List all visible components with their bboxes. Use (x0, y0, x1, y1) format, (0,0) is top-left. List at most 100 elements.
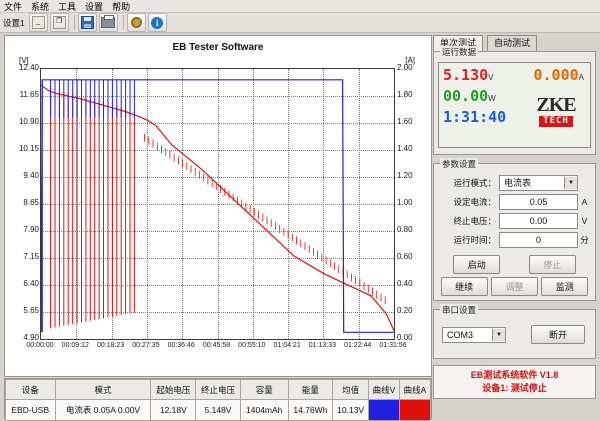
power-unit: W (488, 94, 496, 103)
row-cutoff-voltage: 终止电压： 0.00 V (438, 212, 591, 229)
status-box: EB测试系统软件 V1.8 设备1: 测试停止 (433, 365, 596, 399)
y-tick-left-9: 5.65 (23, 306, 39, 315)
toolbar: 设置1 _ ❐ i (0, 13, 600, 33)
col-end-voltage: 终止电压 (195, 379, 241, 400)
select-run-mode[interactable]: 电流表 ▼ (499, 174, 578, 191)
start-button[interactable]: 启动 (453, 255, 501, 274)
y-tick-left-3: 10.15 (18, 144, 39, 153)
row-run-mode: 运行模式： 电流表 ▼ (438, 174, 591, 191)
lcd-display: 5.130V 0.000A 00.00W 1:31:40 ZKE TECH (438, 62, 591, 148)
table-header-row: 设备 模式 起始电压 终止电压 容量 能量 均值 曲线V 曲线A (5, 379, 431, 400)
continue-button[interactable]: 继续 (440, 277, 488, 296)
toolbar-device-label: 设置1 (3, 17, 25, 28)
cell-mode: 电流表 0.05A 0.00V (54, 399, 152, 421)
tab-auto-test[interactable]: 自动测试 (487, 35, 538, 51)
button-row-2: 继续 调整 监测 (439, 277, 590, 296)
col-energy: 能量 (287, 379, 334, 400)
y-tick-left-1: 11.65 (19, 90, 39, 99)
input-set-current[interactable]: 0.05 (499, 193, 578, 210)
parameter-settings-group: 参数设置 运行模式： 电流表 ▼ 设定电流： 0.05 A 终止电压： 0.00… (433, 158, 596, 301)
gridline-h-9 (41, 312, 394, 313)
row-serial-port: COM3 ▼ 断开 (438, 325, 591, 344)
y-tick-right-10: 0.00 (397, 333, 413, 342)
col-device: 设备 (5, 379, 56, 400)
stop-button[interactable]: 停止 (528, 255, 576, 274)
menu-item-help[interactable]: 帮助 (112, 1, 131, 12)
gridline-h-2 (41, 123, 394, 124)
row-set-current: 设定电流： 0.05 A (438, 193, 591, 210)
y-tick-right-5: 1.00 (397, 198, 413, 207)
y-tick-right-1: 1.80 (397, 90, 413, 99)
monitor-button[interactable]: 监测 (541, 277, 589, 296)
current-value: 0.000 (533, 66, 579, 84)
y-tick-left-10: 4.90 (23, 333, 39, 342)
col-curve-v: 曲线V (368, 379, 400, 400)
swatch-curve-v[interactable] (368, 399, 400, 421)
x-tick-6: 00:55:10 (238, 342, 266, 349)
row-run-time: 运行时间： 0 分 (438, 231, 591, 248)
running-data-group: 运行数据 5.130V 0.000A 00.00W 1:31:40 ZKE TE… (433, 46, 596, 155)
swatch-curve-a[interactable] (399, 399, 431, 421)
settings-button[interactable] (126, 13, 146, 32)
parameter-settings-title: 参数设置 (440, 158, 479, 170)
info-button[interactable]: i (147, 13, 167, 32)
minimize-icon: _ (31, 16, 45, 29)
menu-item-file[interactable]: 文件 (4, 1, 23, 12)
x-tick-1: 00:09:12 (61, 342, 89, 349)
cell-capacity: 1404mAh (239, 399, 289, 421)
y-tick-right-4: 1.20 (397, 171, 413, 180)
stats-table: 设备 模式 起始电压 终止电压 容量 能量 均值 曲线V 曲线A EBD-USB… (4, 378, 432, 421)
x-tick-8: 01:13:33 (308, 342, 337, 349)
select-com-port[interactable]: COM3 ▼ (442, 326, 506, 343)
label-run-time: 运行时间： (453, 234, 496, 245)
chart-series-svg (41, 79, 394, 333)
toolbar-separator-2 (122, 15, 124, 30)
label-run-mode: 运行模式： (453, 177, 496, 188)
col-average: 均值 (332, 379, 369, 400)
y-tick-right-8: 0.40 (397, 279, 413, 288)
x-tick-4: 00:36:46 (167, 342, 195, 349)
chart-title: EB Tester Software (172, 42, 264, 53)
label-cutoff-voltage: 终止电压： (453, 215, 496, 226)
y-tick-right-0: 2.00 (397, 63, 413, 72)
gridline-h-6 (41, 231, 394, 232)
y-tick-right-7: 0.60 (397, 252, 413, 261)
y-tick-left-8: 6.40 (23, 279, 39, 288)
x-tick-5: 00:45:58 (202, 342, 231, 349)
chart-plot-area[interactable] (40, 68, 395, 340)
chevron-down-icon: ▼ (564, 176, 577, 189)
x-tick-10: 01:31:56 (379, 342, 407, 349)
save-button[interactable] (77, 13, 97, 32)
brand-logo: ZKE TECH (528, 89, 584, 133)
serial-settings-title: 串口设置 (440, 304, 479, 316)
gridline-h-7 (41, 258, 394, 259)
print-button[interactable] (98, 13, 118, 32)
y-tick-left-2: 10.90 (18, 117, 39, 126)
voltage-unit: V (488, 73, 494, 82)
current-unit: A (578, 73, 584, 82)
label-set-current: 设定电流： (453, 196, 496, 207)
adjust-button[interactable]: 调整 (490, 277, 538, 296)
menu-item-settings[interactable]: 设置 (85, 1, 104, 12)
running-data-title: 运行数据 (440, 46, 479, 58)
voltage-value: 5.130 (443, 66, 489, 84)
y-tick-left-6: 7.90 (23, 225, 39, 234)
x-tick-3: 00:27:35 (132, 342, 160, 349)
input-cutoff-voltage[interactable]: 0.00 (499, 212, 578, 229)
cell-average: 10.13V (332, 399, 369, 421)
menu-item-system[interactable]: 系统 (31, 1, 50, 12)
y-tick-left-5: 8.65 (23, 198, 39, 207)
disconnect-button[interactable]: 断开 (531, 325, 585, 344)
y-axis-right-unit: [A] (405, 56, 415, 65)
select-com-port-value: COM3 (447, 329, 474, 340)
print-icon (101, 15, 116, 28)
menu-item-tools[interactable]: 工具 (58, 1, 77, 12)
input-run-time[interactable]: 0 (499, 231, 578, 248)
gridline-h-3 (41, 150, 394, 151)
gridline-h-5 (41, 204, 394, 205)
elapsed-time-value: 1:31:40 (443, 108, 507, 126)
save-icon (80, 16, 94, 29)
window-minimize-button[interactable]: _ (28, 13, 48, 32)
window-restore-button[interactable]: ❐ (49, 13, 69, 32)
cell-device: EBD-USB (5, 399, 56, 421)
